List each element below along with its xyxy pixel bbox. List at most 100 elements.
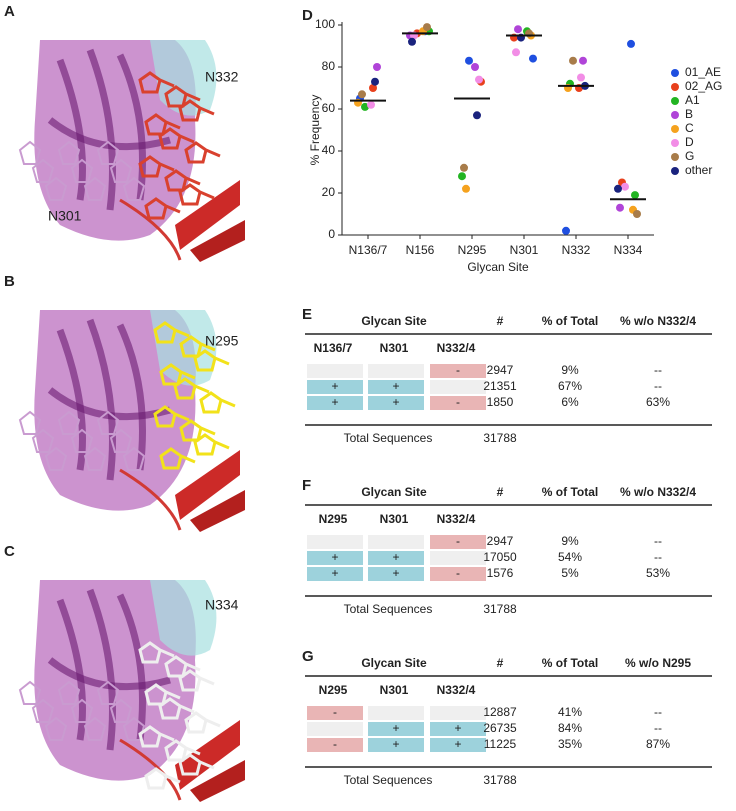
x-axis-label: Glycan Site — [467, 260, 529, 274]
site-cell-value: + — [392, 379, 399, 393]
total-label: Total Sequences — [344, 431, 433, 445]
percent: 9% — [561, 363, 579, 377]
glycan — [144, 197, 181, 220]
site-cell — [430, 380, 486, 394]
glycan — [138, 641, 175, 664]
table-header: # — [497, 314, 504, 328]
count: 2947 — [487, 534, 514, 548]
site-cell-value: - — [456, 534, 460, 548]
glycan — [153, 405, 190, 428]
percent-without: 87% — [646, 737, 670, 751]
count: 17050 — [483, 550, 517, 564]
glycan — [70, 698, 94, 723]
site-header: N332/4 — [437, 341, 476, 355]
site-cell — [307, 722, 363, 736]
count: 1850 — [487, 395, 514, 409]
glycan — [144, 767, 181, 790]
point — [475, 75, 483, 84]
ribbon — [86, 318, 116, 481]
glycan — [96, 680, 120, 705]
legend-label: B — [685, 107, 693, 121]
legend-marker — [671, 153, 679, 161]
glycan — [18, 140, 42, 165]
site-cell — [368, 567, 424, 581]
ribbon — [190, 760, 245, 802]
ribbon — [116, 323, 146, 471]
site-cell — [307, 551, 363, 565]
point — [462, 184, 470, 193]
count: 12887 — [483, 705, 517, 719]
point — [631, 191, 639, 200]
ribbon — [190, 220, 245, 262]
glycan — [193, 433, 230, 456]
legend-label: C — [685, 121, 694, 135]
legend-label: D — [685, 135, 694, 149]
site-cell — [307, 380, 363, 394]
glycan — [83, 446, 107, 471]
site-cell — [307, 567, 363, 581]
legend-label: other — [685, 163, 712, 177]
x-tick-label: N156 — [406, 243, 435, 257]
percent: 9% — [561, 534, 579, 548]
glycan — [179, 419, 216, 442]
site-cell-value: - — [333, 705, 337, 719]
site-cell — [430, 551, 486, 565]
point — [361, 102, 369, 111]
x-tick-label: N295 — [458, 243, 487, 257]
site-header: N295 — [319, 512, 348, 526]
panel-label: F — [302, 477, 311, 494]
percent-without: -- — [654, 363, 662, 377]
point — [569, 56, 577, 65]
point — [562, 226, 570, 235]
surface — [150, 580, 217, 656]
ribbon — [175, 450, 240, 520]
ribbon — [86, 48, 116, 211]
glycan — [83, 716, 107, 741]
glycan — [18, 410, 42, 435]
y-tick-label: 40 — [322, 143, 336, 157]
point — [369, 84, 377, 92]
ribbon — [116, 53, 146, 201]
table-header: Glycan Site — [361, 485, 427, 499]
glycan — [70, 428, 94, 453]
site-cell — [368, 738, 424, 752]
glycan — [122, 176, 146, 201]
site-cell — [307, 706, 363, 720]
point — [512, 48, 520, 57]
site-header: N136/7 — [314, 341, 353, 355]
glycan — [44, 716, 68, 741]
point — [471, 63, 479, 71]
glycan — [159, 363, 196, 386]
percent: 41% — [558, 705, 582, 719]
glycan — [31, 698, 55, 723]
percent-without: -- — [654, 534, 662, 548]
point — [621, 182, 629, 191]
site-cell — [430, 364, 486, 378]
glycan — [178, 669, 215, 692]
panel-label: E — [302, 306, 312, 323]
annotation: N301 — [48, 208, 82, 224]
glycan — [193, 349, 230, 372]
point — [577, 73, 585, 82]
site-cell-value: + — [392, 550, 399, 564]
site-header: N332/4 — [437, 512, 476, 526]
y-tick-label: 20 — [322, 185, 336, 199]
site-cell-value: + — [331, 566, 338, 580]
legend-marker — [671, 97, 679, 105]
legend-label: G — [685, 149, 694, 163]
annotation: N332 — [205, 69, 239, 85]
point — [616, 203, 624, 212]
point — [514, 25, 522, 34]
point — [614, 184, 622, 193]
glycan — [109, 158, 133, 183]
point — [458, 172, 466, 181]
point — [358, 90, 366, 99]
point — [529, 54, 537, 63]
x-tick-label: N301 — [510, 243, 539, 257]
percent: 6% — [561, 395, 579, 409]
table-header: % w/o N295 — [625, 656, 691, 670]
percent: 35% — [558, 737, 582, 751]
legend-marker — [671, 139, 679, 147]
table-header: Glycan Site — [361, 314, 427, 328]
point — [460, 163, 468, 172]
